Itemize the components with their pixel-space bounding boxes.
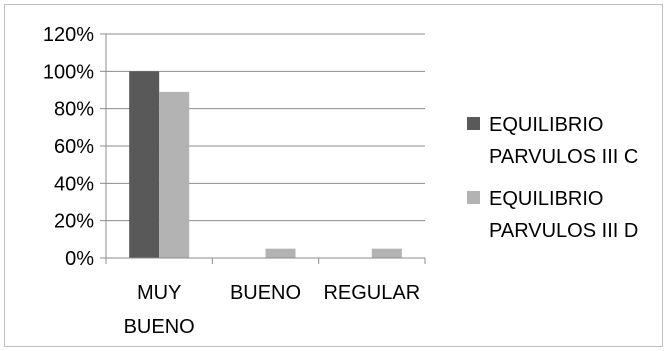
- x-category-label: REGULAR: [323, 282, 420, 304]
- y-tick-label: 120%: [43, 24, 94, 46]
- y-tick-label: 20%: [54, 211, 94, 233]
- bars: [129, 71, 402, 258]
- x-category-label: MUY BUENO: [124, 282, 195, 338]
- bar: [159, 91, 190, 258]
- y-tick-label: 40%: [54, 173, 94, 195]
- axes: [100, 33, 426, 264]
- legend-label: EQUILIBRIO PARVULOS III D: [489, 188, 638, 242]
- legend-swatch: [467, 191, 480, 204]
- bar: [265, 248, 296, 258]
- x-category-labels: MUY BUENO BUENO REGULAR: [124, 282, 421, 338]
- x-category-label: BUENO: [230, 282, 301, 304]
- y-tick-labels: 0% 20% 40% 60% 80% 100% 120%: [43, 24, 94, 270]
- bar: [129, 71, 160, 258]
- y-tick-label: 0%: [65, 248, 94, 270]
- chart-frame: [4, 4, 663, 347]
- legend-label: EQUILIBRIO PARVULOS III C: [489, 114, 638, 168]
- y-tick-label: 80%: [54, 99, 94, 121]
- bar: [371, 248, 402, 258]
- legend: EQUILIBRIO PARVULOS III C EQUILIBRIO PARVUL…: [467, 114, 638, 242]
- y-tick-label: 100%: [43, 61, 94, 83]
- legend-swatch: [467, 117, 480, 130]
- y-tick-label: 60%: [54, 136, 94, 158]
